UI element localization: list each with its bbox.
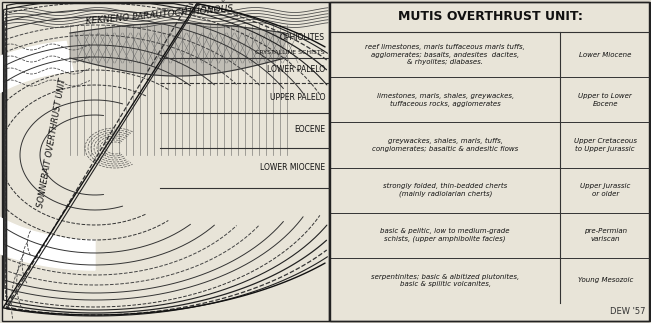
Text: MUTIS OVERTHRUST UNIT:: MUTIS OVERTHRUST UNIT: <box>398 11 583 24</box>
Text: strongly folded, thin-bedded cherts
(mainly radiolarian cherts): strongly folded, thin-bedded cherts (mai… <box>383 183 507 197</box>
Bar <box>330 2 650 321</box>
Text: LOWER MIOCENE: LOWER MIOCENE <box>260 163 325 172</box>
Text: limestones, marls, shales, greywackes,
tuffaceous rocks, agglomerates: limestones, marls, shales, greywackes, t… <box>376 93 514 107</box>
Text: SONNEBAIT OVERTHRUST UNIT: SONNEBAIT OVERTHRUST UNIT <box>36 78 68 209</box>
Text: Lower Miocene: Lower Miocene <box>579 52 631 57</box>
Polygon shape <box>70 23 285 76</box>
Text: Upper Cretaceous
to Upper Jurassic: Upper Cretaceous to Upper Jurassic <box>574 138 637 152</box>
Text: KEKNENO PARAUTOCHTHONOUS: KEKNENO PARAUTOCHTHONOUS <box>86 4 234 26</box>
Bar <box>329 2 649 321</box>
Text: v: v <box>221 0 225 4</box>
Text: pre-Permian
variscan: pre-Permian variscan <box>584 228 627 242</box>
Text: basic & pelitic, low to medium-grade
schists, (upper amphibolite facies): basic & pelitic, low to medium-grade sch… <box>380 228 510 242</box>
Text: reef limestones, marls tuffaceous marls tuffs,
agglomerates; basalts, andesites : reef limestones, marls tuffaceous marls … <box>365 44 525 65</box>
Text: DEW '57: DEW '57 <box>609 307 645 316</box>
Text: serpentinites; basic & albitized plutonites,
basic & spilitic volcanites,: serpentinites; basic & albitized plutoni… <box>371 274 519 287</box>
Text: greywackes, shales, marls, tuffs,
conglomerates; basaltic & andesitic flows: greywackes, shales, marls, tuffs, conglo… <box>372 138 518 152</box>
Text: Young Mesozoic: Young Mesozoic <box>577 277 633 283</box>
Text: Upper Jurassic
or older: Upper Jurassic or older <box>580 183 630 197</box>
Text: Upper to Lower
Eocene: Upper to Lower Eocene <box>578 93 632 107</box>
Polygon shape <box>0 41 95 270</box>
Text: LOWER PALELO: LOWER PALELO <box>267 66 325 75</box>
Text: v: v <box>234 11 238 16</box>
Text: CRYSTALLINE SCHISTS: CRYSTALLINE SCHISTS <box>255 50 325 56</box>
Text: UPPER PALELO: UPPER PALELO <box>270 93 325 102</box>
Bar <box>2 2 329 321</box>
Text: EOCENE: EOCENE <box>294 126 325 134</box>
Text: OPHIOLITES: OPHIOLITES <box>280 34 325 43</box>
